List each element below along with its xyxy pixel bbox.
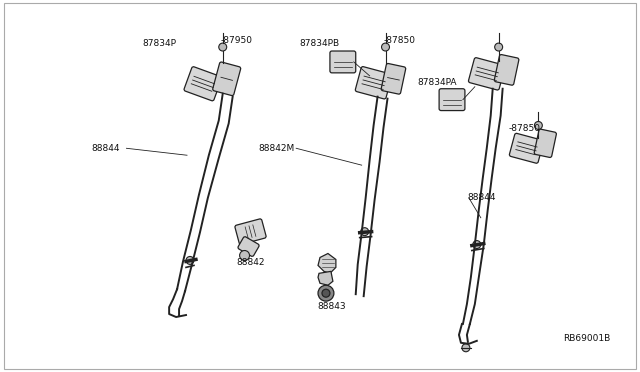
Circle shape bbox=[473, 241, 481, 248]
Circle shape bbox=[462, 344, 470, 352]
FancyBboxPatch shape bbox=[439, 89, 465, 110]
FancyBboxPatch shape bbox=[534, 129, 556, 157]
Circle shape bbox=[322, 289, 330, 297]
FancyBboxPatch shape bbox=[330, 51, 356, 73]
Text: 87834PB: 87834PB bbox=[300, 39, 340, 48]
Circle shape bbox=[381, 43, 390, 51]
Circle shape bbox=[239, 250, 250, 260]
Circle shape bbox=[361, 228, 369, 235]
FancyBboxPatch shape bbox=[509, 133, 543, 163]
FancyBboxPatch shape bbox=[238, 237, 259, 256]
Circle shape bbox=[495, 43, 502, 51]
Text: 88842: 88842 bbox=[236, 258, 265, 267]
Text: -87850: -87850 bbox=[509, 124, 541, 133]
Polygon shape bbox=[318, 271, 333, 285]
FancyBboxPatch shape bbox=[468, 58, 505, 90]
Text: 88842M: 88842M bbox=[258, 144, 294, 153]
FancyBboxPatch shape bbox=[212, 62, 241, 96]
Text: 88844: 88844 bbox=[467, 193, 495, 202]
Circle shape bbox=[219, 43, 227, 51]
Text: -87850: -87850 bbox=[383, 36, 415, 45]
Polygon shape bbox=[318, 253, 336, 273]
FancyBboxPatch shape bbox=[355, 67, 392, 99]
Text: 88844: 88844 bbox=[91, 144, 120, 153]
Circle shape bbox=[318, 285, 334, 301]
FancyBboxPatch shape bbox=[381, 64, 406, 94]
FancyBboxPatch shape bbox=[494, 55, 519, 85]
Text: RB69001B: RB69001B bbox=[564, 334, 611, 343]
Text: -87950: -87950 bbox=[221, 36, 253, 45]
Text: 87834PA: 87834PA bbox=[417, 78, 457, 87]
Text: 88843: 88843 bbox=[317, 302, 346, 311]
Circle shape bbox=[186, 256, 194, 264]
Circle shape bbox=[534, 122, 542, 129]
FancyBboxPatch shape bbox=[235, 219, 266, 244]
FancyBboxPatch shape bbox=[184, 67, 221, 101]
Text: 87834P: 87834P bbox=[142, 39, 176, 48]
